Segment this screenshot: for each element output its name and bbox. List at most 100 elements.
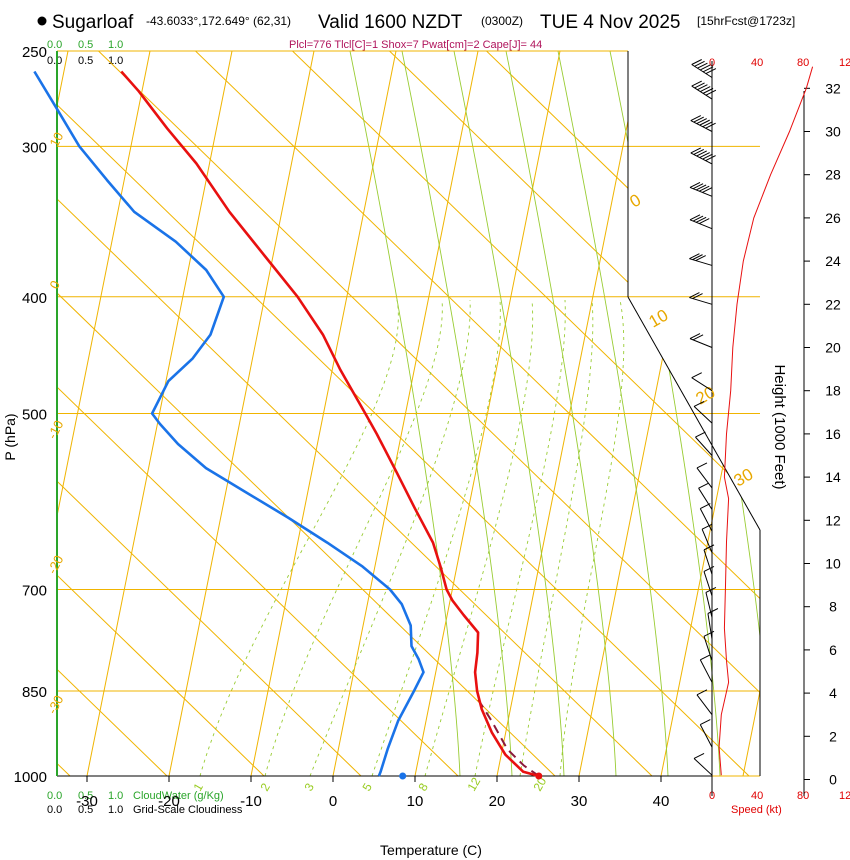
dry-adiabat-line xyxy=(57,51,750,776)
surface-temperature-point xyxy=(535,772,543,780)
wind-barb xyxy=(690,147,716,165)
speed-axis-label: Speed (kt) xyxy=(731,804,782,816)
wind-barb-flag xyxy=(692,254,703,261)
valid-utc: (0300Z) xyxy=(481,14,523,28)
isotherm-label: -10 xyxy=(44,418,66,442)
cloudiness-top-tick-0: 0.0 xyxy=(47,55,62,67)
height-tick-label: 0 xyxy=(829,772,837,788)
forecast-info: [15hrFcst@1723z] xyxy=(697,14,795,28)
wind-barb-flag xyxy=(691,59,702,65)
wind-barb-staff xyxy=(696,467,713,489)
wind-barb xyxy=(696,689,713,716)
wind-barb-flag xyxy=(702,87,714,94)
height-tick-label: 2 xyxy=(829,728,837,744)
wind-barb xyxy=(689,333,713,348)
wind-barb-flag xyxy=(705,155,716,162)
wind-barb xyxy=(699,719,713,748)
wind-barb xyxy=(691,59,717,78)
wind-barb-flag xyxy=(698,482,709,489)
wind-barb-flag xyxy=(702,153,713,160)
height-tick-label: 24 xyxy=(825,253,841,269)
wind-barb-staff xyxy=(707,613,713,640)
wind-barb-staff xyxy=(693,406,713,424)
mixing-ratio-line xyxy=(519,299,594,776)
dewpoint-line xyxy=(33,70,425,777)
wind-barb-staff xyxy=(691,85,713,100)
x-axis-title: Temperature (C) xyxy=(380,842,482,858)
wind-barb xyxy=(705,586,717,618)
wind-barb-staff xyxy=(693,758,713,776)
dry-adiabat-line xyxy=(57,51,760,776)
height-tick-label: 20 xyxy=(825,340,841,356)
surface-dewpoint-point xyxy=(399,772,407,780)
mixing-ratio-line xyxy=(474,299,566,776)
wind-barb-flag xyxy=(690,115,702,121)
height-tick-label: 12 xyxy=(825,512,841,528)
wind-barb-flag xyxy=(690,147,702,154)
wind-barb-flag xyxy=(693,116,704,123)
p-tick-label: 250 xyxy=(22,44,47,61)
theta-label: 0 xyxy=(627,190,645,211)
mixing-ratio-label: 20 xyxy=(530,775,549,794)
wind-barb-flag xyxy=(691,80,702,87)
height-tick-label: 18 xyxy=(825,383,841,399)
wind-barb-flag xyxy=(693,149,704,155)
wind-barb-flag xyxy=(703,544,715,551)
wind-barb-flag xyxy=(705,122,716,129)
wind-barb xyxy=(689,292,713,305)
wind-barb xyxy=(703,544,715,575)
dry-adiabat-line xyxy=(306,51,760,776)
height-axis-title: Height (1000 Feet) xyxy=(771,364,788,489)
moist-adiabat-line xyxy=(505,51,617,776)
moist-adiabat-line xyxy=(557,51,669,776)
wind-barb-flag xyxy=(697,62,708,69)
height-tick-label: 6 xyxy=(829,642,837,658)
height-tick-label: 28 xyxy=(825,167,841,183)
speed-bottom-tick-80: 80 xyxy=(797,790,809,802)
wind-barb-flag xyxy=(699,185,710,192)
wind-barb-staff xyxy=(691,377,713,392)
wind-barb-flag xyxy=(703,566,715,572)
wind-barb-flag xyxy=(696,689,708,696)
wind-barb-staff xyxy=(699,508,713,532)
wind-barb-staff xyxy=(699,724,713,748)
p-tick-label: 400 xyxy=(22,290,47,307)
cloudwater-top-tick-1: 0.5 xyxy=(78,39,93,51)
dry-adiabat-line xyxy=(57,51,556,776)
moist-adiabat-line xyxy=(349,51,461,776)
height-tick-label: 4 xyxy=(829,685,837,701)
isotherm-label: -30 xyxy=(44,693,66,717)
wind-barb-flag xyxy=(700,64,711,71)
isotherm-label: -20 xyxy=(44,553,66,577)
wind-barb-flag xyxy=(694,60,705,67)
wind-barb-staff xyxy=(696,694,713,716)
speed-bottom-tick-40: 40 xyxy=(751,790,763,802)
wind-barb-flag xyxy=(695,184,707,191)
wind-barb-flag xyxy=(695,255,706,262)
wind-barb-flag xyxy=(689,181,701,188)
station-coords: -43.6033°,172.649° (62,31) xyxy=(146,14,291,28)
x-tick-label: -20 xyxy=(158,793,180,810)
wind-barb-flag xyxy=(689,214,701,221)
speed-top-tick-120: 12 xyxy=(839,57,850,69)
wind-barb xyxy=(695,431,713,456)
height-tick-label: 14 xyxy=(825,469,841,485)
wind-barb-flag xyxy=(692,334,704,341)
p-tick-label: 700 xyxy=(22,582,47,599)
isotherm-line xyxy=(825,51,850,776)
wind-barb-flag xyxy=(689,253,700,260)
wind-barb xyxy=(703,630,715,661)
wind-barb-flag xyxy=(705,68,717,75)
wind-barb xyxy=(689,181,713,197)
p-tick-label: 300 xyxy=(22,139,47,156)
p-tick-label: 1000 xyxy=(14,769,47,786)
wind-barb-flag xyxy=(699,218,710,224)
sounding-params: Plcl=776 Tlcl[C]=1 Shox=7 Pwat[cm]=2 Cap… xyxy=(289,39,542,51)
wind-barb xyxy=(701,523,713,553)
wind-barb-flag xyxy=(689,292,700,299)
dry-adiabat-line xyxy=(57,51,653,776)
x-tick-label: 0 xyxy=(329,793,337,810)
parcel-path-line xyxy=(475,696,540,777)
station-name: Sugarloaf xyxy=(52,12,134,33)
wind-barb-flag xyxy=(696,150,707,157)
